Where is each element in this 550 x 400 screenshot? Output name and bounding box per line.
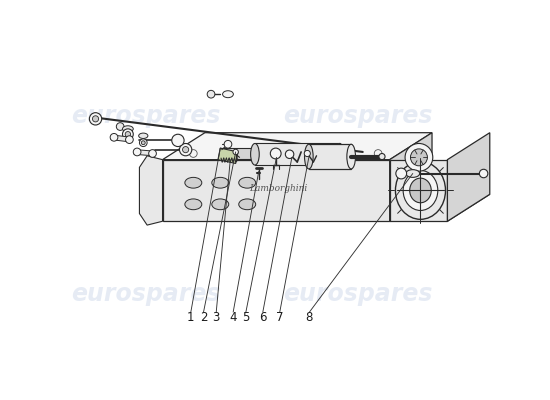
Circle shape xyxy=(233,149,238,155)
Circle shape xyxy=(285,150,294,158)
Circle shape xyxy=(410,149,427,166)
Text: 3: 3 xyxy=(212,311,220,324)
Circle shape xyxy=(141,141,145,145)
Circle shape xyxy=(480,169,488,178)
Ellipse shape xyxy=(410,178,431,203)
Ellipse shape xyxy=(251,144,259,165)
Circle shape xyxy=(123,129,133,140)
Text: eurospares: eurospares xyxy=(72,104,221,128)
Polygon shape xyxy=(309,144,351,169)
Circle shape xyxy=(189,150,197,157)
Circle shape xyxy=(282,150,290,157)
Circle shape xyxy=(220,150,228,157)
Circle shape xyxy=(125,132,130,137)
Circle shape xyxy=(140,139,147,146)
Polygon shape xyxy=(111,135,132,142)
Ellipse shape xyxy=(347,144,355,169)
Circle shape xyxy=(224,140,232,148)
Polygon shape xyxy=(448,133,490,221)
Text: 4: 4 xyxy=(229,311,237,324)
Polygon shape xyxy=(218,148,238,164)
Text: 6: 6 xyxy=(259,311,267,324)
Polygon shape xyxy=(134,150,155,156)
Text: Lamborghini: Lamborghini xyxy=(249,184,307,193)
Circle shape xyxy=(92,116,98,122)
Circle shape xyxy=(304,150,310,156)
Circle shape xyxy=(207,90,215,98)
Circle shape xyxy=(117,123,124,130)
Polygon shape xyxy=(163,133,432,160)
Circle shape xyxy=(183,146,189,153)
Ellipse shape xyxy=(403,170,438,210)
Ellipse shape xyxy=(223,91,233,98)
Polygon shape xyxy=(140,156,163,225)
Circle shape xyxy=(405,144,433,171)
Ellipse shape xyxy=(185,177,202,188)
Circle shape xyxy=(133,148,141,156)
Circle shape xyxy=(396,168,406,179)
Circle shape xyxy=(343,150,351,157)
Ellipse shape xyxy=(123,126,133,132)
Circle shape xyxy=(110,134,118,141)
Circle shape xyxy=(251,150,259,157)
Polygon shape xyxy=(255,144,340,165)
Text: eurospares: eurospares xyxy=(283,104,433,128)
Circle shape xyxy=(89,113,102,125)
Text: eurospares: eurospares xyxy=(283,282,433,306)
Text: eurospares: eurospares xyxy=(72,282,221,306)
Text: 2: 2 xyxy=(200,311,207,324)
Circle shape xyxy=(125,136,133,144)
Text: 8: 8 xyxy=(306,311,313,324)
Circle shape xyxy=(172,134,184,146)
Circle shape xyxy=(312,150,320,157)
Polygon shape xyxy=(220,148,309,159)
Ellipse shape xyxy=(185,199,202,210)
Text: 5: 5 xyxy=(242,311,250,324)
Polygon shape xyxy=(389,160,448,221)
Text: 1: 1 xyxy=(187,311,195,324)
Ellipse shape xyxy=(406,170,420,177)
Circle shape xyxy=(271,148,281,159)
Circle shape xyxy=(148,150,156,157)
Text: 7: 7 xyxy=(276,311,283,324)
Ellipse shape xyxy=(395,162,446,219)
Ellipse shape xyxy=(212,177,229,188)
Polygon shape xyxy=(389,133,432,221)
Ellipse shape xyxy=(239,199,256,210)
Polygon shape xyxy=(163,160,389,221)
Ellipse shape xyxy=(336,144,344,165)
Polygon shape xyxy=(389,194,490,221)
Ellipse shape xyxy=(239,177,256,188)
Ellipse shape xyxy=(139,133,148,138)
Circle shape xyxy=(179,144,192,156)
Ellipse shape xyxy=(379,154,385,160)
Ellipse shape xyxy=(212,199,229,210)
Circle shape xyxy=(374,150,382,157)
Ellipse shape xyxy=(305,144,313,169)
